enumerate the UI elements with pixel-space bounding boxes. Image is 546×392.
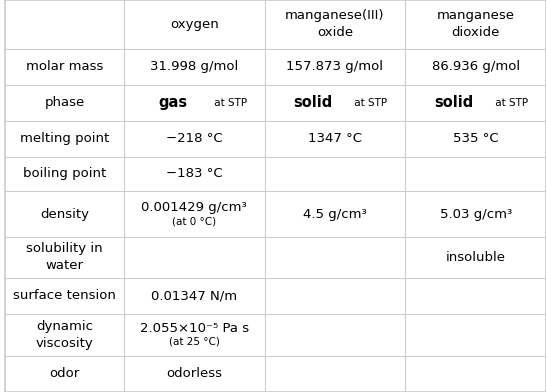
Text: 0.001429 g/cm³: 0.001429 g/cm³	[141, 201, 247, 214]
Text: surface tension: surface tension	[13, 289, 116, 302]
Text: 2.055×10⁻⁵ Pa s: 2.055×10⁻⁵ Pa s	[140, 322, 249, 335]
Text: at STP: at STP	[211, 98, 247, 108]
Text: 1347 °C: 1347 °C	[308, 132, 362, 145]
Text: boiling point: boiling point	[23, 167, 106, 180]
Text: gas: gas	[158, 95, 187, 110]
Text: molar mass: molar mass	[26, 60, 103, 73]
Text: odor: odor	[49, 367, 80, 381]
Text: 157.873 g/mol: 157.873 g/mol	[287, 60, 383, 73]
Text: density: density	[40, 207, 89, 221]
Text: solid: solid	[435, 95, 473, 110]
Text: at STP: at STP	[492, 98, 528, 108]
Text: oxygen: oxygen	[170, 18, 218, 31]
Text: phase: phase	[44, 96, 85, 109]
Text: odorless: odorless	[167, 367, 222, 381]
Text: melting point: melting point	[20, 132, 109, 145]
Text: dynamic
viscosity: dynamic viscosity	[35, 320, 93, 350]
Text: 4.5 g/cm³: 4.5 g/cm³	[303, 207, 367, 221]
Text: solid: solid	[294, 95, 333, 110]
Text: −183 °C: −183 °C	[166, 167, 223, 180]
Text: 535 °C: 535 °C	[453, 132, 498, 145]
Text: manganese(III)
oxide: manganese(III) oxide	[285, 9, 385, 39]
Text: 86.936 g/mol: 86.936 g/mol	[431, 60, 520, 73]
Text: solubility in
water: solubility in water	[26, 242, 103, 272]
Text: 0.01347 N/m: 0.01347 N/m	[151, 289, 238, 302]
Text: (at 0 °C): (at 0 °C)	[172, 216, 216, 226]
Text: insoluble: insoluble	[446, 251, 506, 264]
Text: 31.998 g/mol: 31.998 g/mol	[150, 60, 239, 73]
Text: at STP: at STP	[351, 98, 387, 108]
Text: manganese
dioxide: manganese dioxide	[437, 9, 515, 39]
Text: 5.03 g/cm³: 5.03 g/cm³	[440, 207, 512, 221]
Text: −218 °C: −218 °C	[166, 132, 223, 145]
Text: (at 25 °C): (at 25 °C)	[169, 337, 219, 347]
